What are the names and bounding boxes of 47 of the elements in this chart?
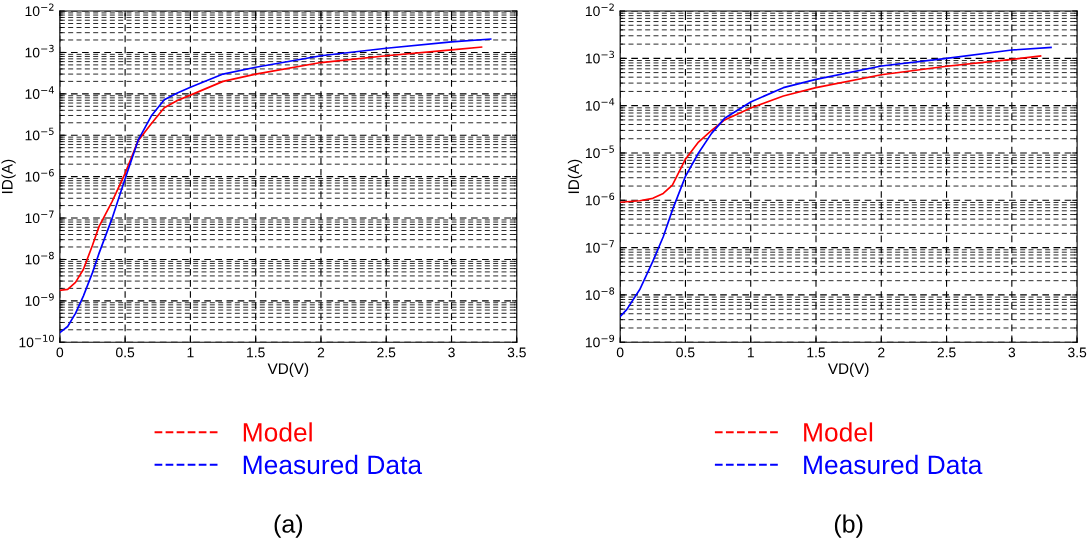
text: (b)	[834, 514, 863, 538]
x-tick-label: 1.5	[247, 347, 265, 358]
x-tick-label: 0	[616, 347, 624, 358]
line-series	[620, 55, 1042, 204]
y-tick-label: 10$^{−7}$	[585, 240, 614, 253]
x-tick-label: 3	[448, 347, 455, 358]
line-series	[59, 46, 483, 292]
x-tick-label: 2	[878, 347, 885, 358]
legend-label: Measured Data	[804, 454, 983, 475]
y-tick-label: 10$^{−3}$	[25, 44, 54, 58]
y-tick-label: 10$^{−6}$	[25, 169, 54, 182]
x-tick-label: 1.5	[807, 347, 826, 358]
y-tick-label: 10$^{−4}$	[585, 98, 615, 111]
y-tick-label: 10$^{−4}$	[25, 86, 54, 99]
legend-label: Measured Data	[243, 454, 423, 475]
y-tick-label: 10$^{−2}$	[585, 3, 614, 17]
y-tick-label: 10$^{−6}$	[585, 192, 615, 206]
y-tick-label: 10$^{−9}$	[25, 293, 54, 306]
line-series	[59, 38, 492, 334]
y-tick-label: 10$^{−5}$	[585, 145, 614, 159]
y-tick-label: 10$^{−8}$	[25, 251, 54, 265]
x-tick-label: 0	[56, 347, 64, 358]
legend-label: Model	[804, 422, 873, 442]
y-axis-title: ID(A)	[1, 159, 16, 194]
x-tick-label: 2.5	[937, 347, 956, 358]
x-axis-title: VD(V)	[267, 362, 309, 378]
legend-label: Model	[243, 422, 312, 442]
x-tick-label: 0.5	[116, 347, 135, 358]
y-tick-label: 10$^{−2}$	[25, 3, 54, 17]
x-tick-label: 2.5	[377, 347, 396, 358]
y-axis-title: ID(A)	[567, 159, 583, 194]
x-tick-label: 1	[187, 347, 194, 358]
x-tick-label: 0.5	[676, 347, 695, 358]
x-tick-label: 3.5	[1068, 347, 1087, 358]
y-tick-label: 10$^{−3}$	[585, 50, 615, 64]
x-tick-label: 3	[1008, 347, 1016, 358]
y-tick-label: 10$^{−5}$	[25, 127, 54, 141]
y-tick-label: 10$^{−8}$	[585, 287, 615, 300]
y-tick-label: 10$^{−7}$	[25, 210, 54, 224]
text: (a)	[274, 514, 303, 538]
x-tick-label: 3.5	[507, 347, 526, 358]
line-series	[620, 46, 1052, 318]
x-tick-label: 1	[747, 347, 754, 358]
y-tick-label: 10$^{−10}$	[19, 334, 54, 348]
x-axis-title: VD(V)	[827, 362, 869, 378]
y-tick-label: 10$^{−9}$	[585, 334, 615, 348]
x-tick-label: 2	[317, 347, 325, 358]
